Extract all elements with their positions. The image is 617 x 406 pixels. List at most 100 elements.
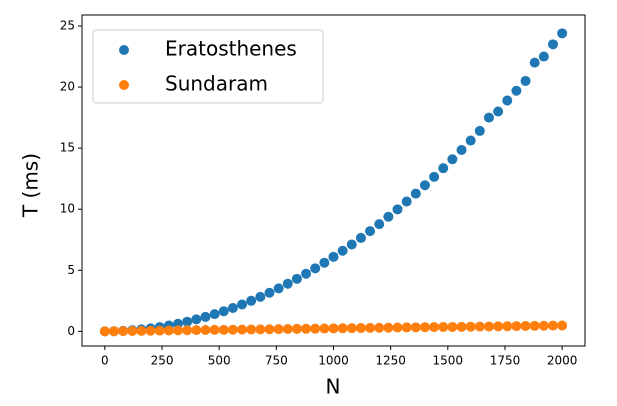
- point: [392, 204, 403, 215]
- x-tick-label: 0: [101, 354, 109, 368]
- point: [447, 154, 458, 165]
- y-tick-label: 25: [60, 18, 75, 32]
- point: [456, 321, 467, 332]
- legend-label: Sundaram: [165, 72, 268, 96]
- point: [191, 325, 202, 336]
- point: [465, 321, 476, 332]
- point: [310, 263, 321, 274]
- legend-marker: [119, 80, 129, 90]
- point: [246, 295, 257, 306]
- point: [456, 144, 467, 155]
- point: [547, 39, 558, 50]
- point: [255, 324, 266, 335]
- point: [337, 245, 348, 256]
- point: [301, 268, 312, 279]
- point: [355, 323, 366, 334]
- point: [401, 196, 412, 207]
- x-tick-label: 250: [151, 354, 174, 368]
- point: [118, 326, 129, 337]
- point: [246, 324, 257, 335]
- point: [557, 28, 568, 39]
- point: [346, 323, 357, 334]
- point: [438, 163, 449, 174]
- x-tick-label: 1000: [318, 354, 349, 368]
- point: [429, 322, 440, 333]
- point: [291, 273, 302, 284]
- legend-label: Eratosthenes: [165, 37, 297, 61]
- point: [511, 85, 522, 96]
- x-tick-label: 1500: [433, 354, 464, 368]
- point: [483, 321, 494, 332]
- point: [319, 257, 330, 268]
- point: [264, 287, 275, 298]
- point: [538, 320, 549, 331]
- point: [383, 211, 394, 222]
- point: [264, 324, 275, 335]
- point: [365, 226, 376, 237]
- point: [337, 323, 348, 334]
- point: [163, 325, 174, 336]
- point: [291, 323, 302, 334]
- point: [346, 239, 357, 250]
- point: [237, 299, 248, 310]
- y-axis-label: T (ms): [19, 153, 43, 218]
- x-tick-label: 500: [208, 354, 231, 368]
- y-tick-label: 10: [60, 202, 75, 216]
- point: [328, 323, 339, 334]
- point: [255, 291, 266, 302]
- point: [218, 324, 229, 335]
- legend-box: [92, 29, 324, 104]
- point: [200, 311, 211, 322]
- point: [227, 324, 238, 335]
- point: [529, 320, 540, 331]
- point: [209, 324, 220, 335]
- point: [465, 135, 476, 146]
- point: [520, 75, 531, 86]
- point: [474, 125, 485, 136]
- x-tick-label: 1750: [490, 354, 521, 368]
- legend-marker: [119, 45, 129, 55]
- point: [237, 324, 248, 335]
- point: [127, 325, 138, 336]
- y-tick-label: 20: [60, 80, 75, 94]
- y-tick-label: 0: [67, 324, 75, 338]
- point: [383, 322, 394, 333]
- point: [401, 322, 412, 333]
- point: [493, 321, 504, 332]
- point: [502, 321, 513, 332]
- point: [483, 112, 494, 123]
- point: [419, 180, 430, 191]
- x-tick-label: 750: [265, 354, 288, 368]
- point: [273, 283, 284, 294]
- point: [355, 232, 366, 243]
- point: [547, 320, 558, 331]
- point: [301, 323, 312, 334]
- point: [410, 322, 421, 333]
- point: [173, 325, 184, 336]
- point: [365, 322, 376, 333]
- point: [182, 316, 193, 327]
- point: [310, 323, 321, 334]
- point: [474, 321, 485, 332]
- point: [182, 325, 193, 336]
- point: [447, 321, 458, 332]
- point: [374, 219, 385, 230]
- point: [227, 303, 238, 314]
- point: [136, 325, 147, 336]
- point: [328, 251, 339, 262]
- point: [529, 57, 540, 68]
- point: [273, 324, 284, 335]
- point: [191, 314, 202, 325]
- point: [410, 188, 421, 199]
- point: [374, 322, 385, 333]
- point: [502, 95, 513, 106]
- point: [154, 325, 165, 336]
- point: [218, 306, 229, 317]
- point: [538, 51, 549, 62]
- point: [511, 321, 522, 332]
- point: [520, 320, 531, 331]
- point: [438, 321, 449, 332]
- point: [200, 324, 211, 335]
- point: [429, 171, 440, 182]
